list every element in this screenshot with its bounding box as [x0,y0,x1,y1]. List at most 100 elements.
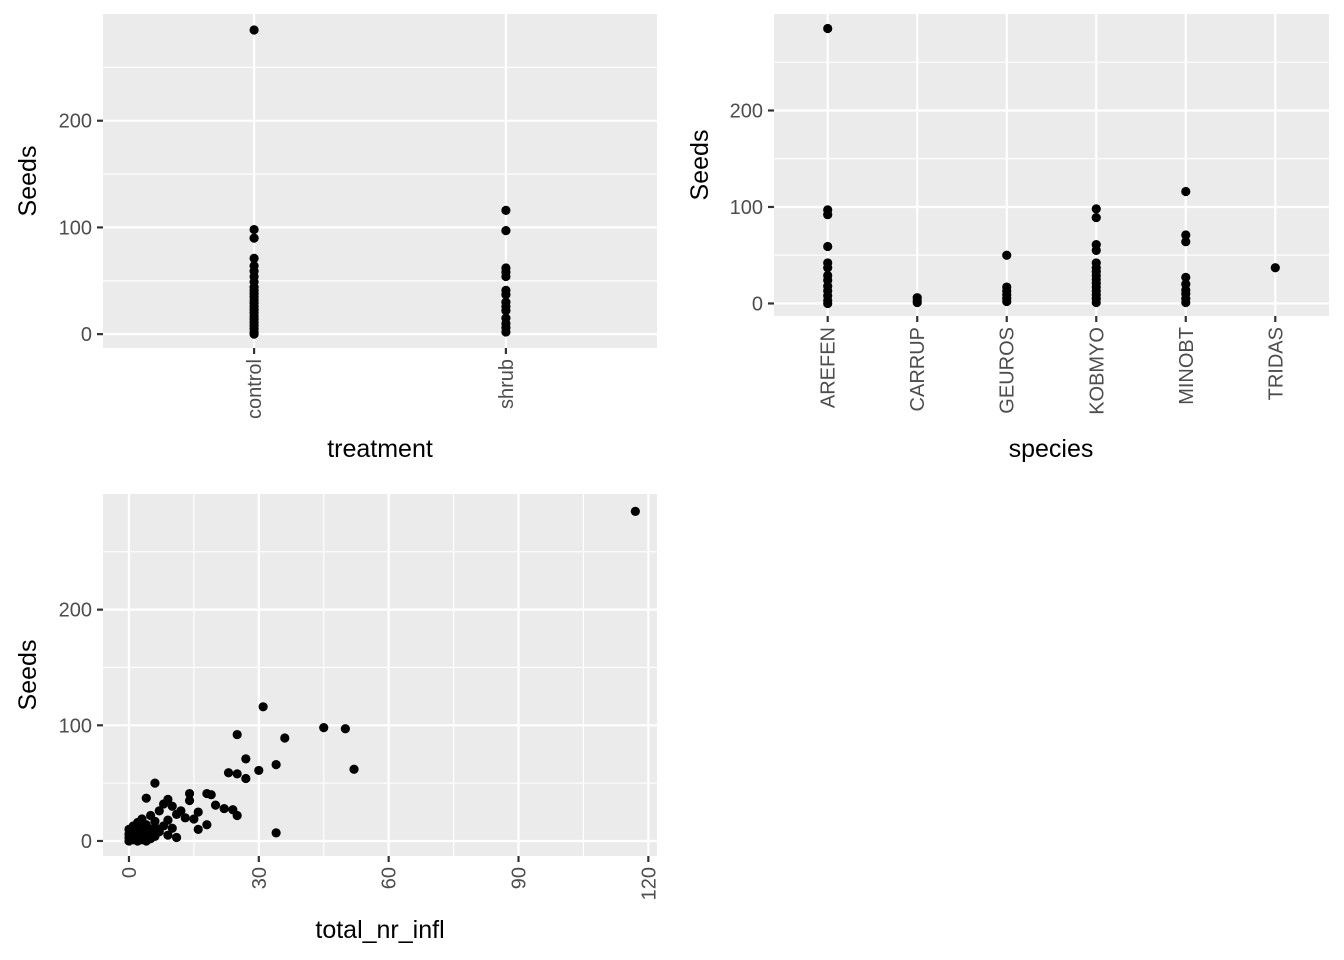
data-point [501,271,511,282]
data-point [501,226,511,236]
y-tick-labels: 0 100 200 [730,100,763,315]
data-point [232,810,242,821]
data-point [501,290,511,300]
data-point [232,769,242,779]
data-point [823,241,833,252]
x-tick-label: 60 [379,867,401,889]
data-point [193,807,203,817]
data-point [124,836,134,846]
x-tick-label: AREFEN [818,327,840,408]
y-tick-label: 100 [59,715,92,737]
data-point [249,329,259,339]
gridlines [103,494,657,856]
data-point [184,788,195,799]
y-tick-labels: 0 100 200 [59,600,92,853]
x-tick-label: 120 [638,867,660,900]
y-tick-label: 200 [59,111,92,133]
data-point [823,263,833,273]
data-point [232,729,242,740]
panel-total-nr-infl: 0 100 200 0 30 60 90 120 Seeds total_nr_infl [14,494,660,944]
data-point [189,814,199,824]
plot-background [774,14,1329,316]
data-point [271,760,281,770]
data-point [630,506,640,516]
data-point [249,233,259,243]
data-points [823,23,1280,309]
y-tick-label: 100 [730,197,763,219]
data-point [249,253,259,263]
data-point [1091,204,1101,214]
data-point [1181,230,1191,240]
data-point [1091,245,1101,255]
data-point [1181,297,1191,308]
data-point [171,809,182,819]
y-tick-label: 200 [730,100,763,122]
y-tick-label: 0 [81,831,92,853]
data-point [158,799,169,809]
data-points [124,506,640,846]
x-tick-label: 30 [249,867,271,889]
x-axis-title: treatment [327,435,433,463]
plot-background [103,14,657,348]
data-point [823,23,833,34]
data-point [1002,250,1012,260]
data-point [501,327,511,337]
y-tick-label: 200 [59,600,92,622]
data-point [210,800,221,810]
data-point [1002,296,1012,307]
data-point [501,306,511,316]
data-point [280,733,290,743]
data-point [254,765,264,776]
data-point [171,832,182,843]
data-point [823,298,833,309]
data-point [912,297,922,308]
data-point [241,754,251,764]
x-tick-label: GEUROS [997,327,1019,414]
data-point [340,724,350,734]
y-tick-label: 0 [81,324,92,346]
data-point [141,836,151,846]
data-point [1091,297,1101,308]
x-tick-labels: control shrub [244,359,518,419]
y-axis-title: Seeds [14,640,42,711]
x-tick-labels: AREFEN CARRUP GEUROS KOBMYO MINOBT TRIDAS [818,327,1288,415]
gridlines [103,14,657,348]
data-point [249,224,259,235]
x-tick-label: control [244,359,266,419]
x-tick-label: CARRUP [907,327,929,411]
data-points [249,25,511,339]
data-point [141,793,151,803]
axis-ticks [97,119,508,354]
y-axis-title: Seeds [686,130,714,201]
data-point [133,836,143,846]
y-tick-labels: 0 100 200 [59,111,92,346]
x-tick-label: 0 [119,867,141,878]
data-point [219,803,229,814]
data-point [202,820,212,830]
data-point [319,723,329,733]
data-point [206,790,216,800]
data-point [1270,263,1280,273]
data-point [184,795,195,806]
x-tick-labels: 0 30 60 90 120 [119,867,660,900]
y-tick-label: 0 [752,293,763,315]
data-point [163,830,173,840]
data-point [154,806,164,816]
data-point [271,828,281,838]
axis-ticks [768,109,1277,322]
axis-ticks [97,608,650,862]
x-tick-label: 90 [509,867,531,889]
data-point [258,702,268,712]
plot-background [103,494,657,856]
data-point [193,824,203,834]
data-point [167,823,177,833]
x-tick-label: MINOBT [1176,327,1198,405]
data-point [349,764,359,774]
data-point [1091,212,1101,223]
data-point [823,210,833,220]
x-axis-title: species [1009,435,1094,463]
y-axis-title: Seeds [14,146,42,217]
x-axis-title: total_nr_infl [315,916,444,944]
data-point [1181,186,1191,197]
data-point [501,205,511,215]
